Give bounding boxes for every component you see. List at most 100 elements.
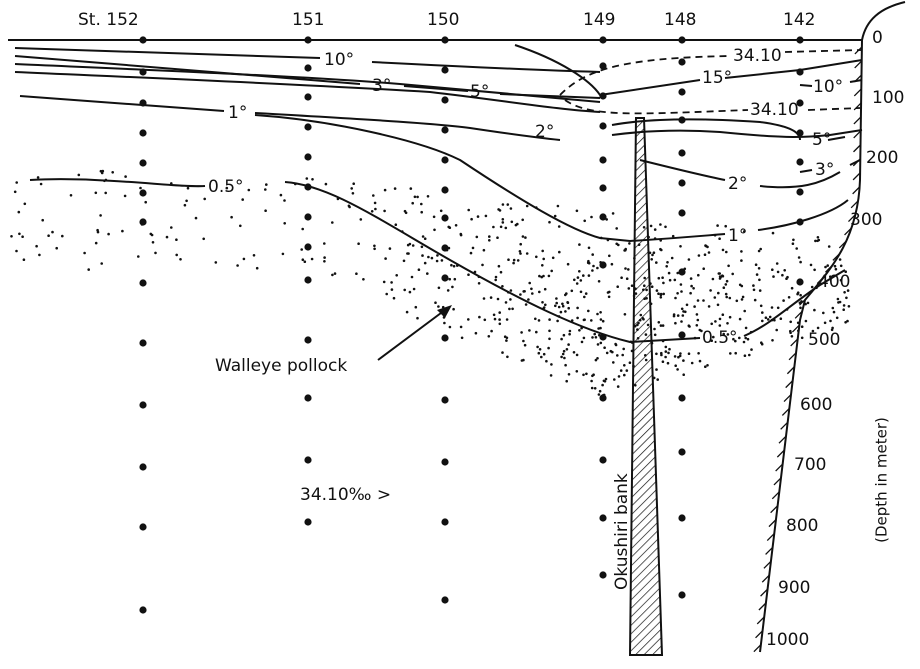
contour-label: 1° [728, 226, 747, 246]
stipple-dot [752, 288, 756, 292]
stipple-dot [505, 339, 508, 342]
arrowhead [437, 305, 452, 318]
sample-point [599, 394, 607, 402]
contour-label: 2° [728, 174, 747, 194]
stipple-dot [426, 195, 430, 198]
contour-label: 2° [535, 122, 554, 142]
hatch-tick [781, 407, 790, 416]
stipple-dot [407, 252, 410, 255]
stipple-dot [553, 214, 557, 218]
stipple-dot [94, 191, 98, 195]
stipple-dot [710, 339, 713, 343]
hatch-tick [844, 227, 852, 236]
stipple-dot [47, 234, 50, 237]
station-label: 151 [292, 10, 324, 30]
stipple-dot [625, 369, 629, 372]
stipple-dot [698, 328, 702, 332]
stipple-dot [742, 340, 746, 344]
stipple-dot [565, 292, 568, 295]
hatch-tick [755, 630, 764, 639]
stipple-dot [596, 312, 599, 316]
stipple-dot [706, 364, 709, 367]
depth-label: 1000 [766, 630, 809, 650]
sample-point [441, 518, 449, 526]
station-label: 148 [664, 10, 696, 30]
sample-point [599, 62, 607, 70]
stipple-dot [837, 301, 840, 304]
stipple-dot [511, 307, 514, 311]
sample-point [678, 514, 686, 522]
stipple-dot [459, 233, 463, 237]
stipple-dot [764, 316, 768, 320]
stipple-dot [414, 305, 418, 309]
stipple-dot [576, 316, 579, 320]
stipple-dot [554, 304, 557, 308]
stipple-dot [494, 275, 498, 279]
stipple-dot [94, 241, 98, 245]
contour-label: 3° [372, 76, 391, 96]
stipple-dot [481, 263, 484, 267]
stipple-dot [265, 183, 268, 186]
stipple-dot [770, 306, 774, 309]
stipple-dot [722, 286, 726, 290]
stipple-dot [662, 281, 665, 285]
stipple-dot [593, 387, 597, 390]
stipple-dot [717, 291, 720, 295]
stipple-dot [599, 326, 602, 330]
stipple-dot [36, 176, 40, 179]
hatch-tick [850, 200, 859, 209]
stipple-dot [795, 247, 798, 250]
stipple-dot [596, 266, 599, 270]
stipple-dot [744, 326, 748, 330]
stipple-dot [473, 270, 477, 274]
stipple-dot [616, 285, 619, 289]
stipple-dot [506, 203, 510, 206]
stipple-dot [185, 199, 188, 203]
stipple-dot [602, 379, 606, 383]
stipple-dot [750, 348, 753, 351]
sample-point [139, 159, 147, 167]
sample-point [304, 213, 312, 221]
stipple-dot [695, 324, 699, 327]
stipple-dot [718, 275, 722, 278]
stipple-dot [452, 264, 456, 268]
stipple-dot [732, 337, 735, 341]
stipple-dot [674, 321, 677, 325]
stipple-dot [721, 274, 725, 278]
stipple-dot [477, 282, 481, 285]
stipple-dot [757, 267, 761, 270]
stipple-dot [370, 210, 374, 213]
stipple-dot [628, 242, 631, 245]
stipple-dot [531, 292, 534, 295]
stipple-dot [591, 269, 594, 272]
sample-point [441, 214, 449, 222]
salinity-contour [559, 49, 863, 96]
stipple-dot [650, 285, 654, 289]
stipple-dot [597, 393, 601, 396]
stipple-dot [255, 266, 259, 270]
stipple-dot [537, 319, 541, 322]
stipple-dot [561, 302, 564, 306]
stipple-dot [510, 220, 514, 224]
stipple-dot [310, 257, 314, 261]
stipple-dot [680, 320, 683, 323]
stipple-dot [519, 293, 522, 296]
contour-label: 10° [813, 77, 843, 97]
stipple-dot [487, 335, 491, 338]
stipple-dot [726, 333, 730, 336]
stipple-dot [729, 352, 732, 355]
hatch-tick [768, 519, 777, 528]
station-label: 149 [583, 10, 615, 30]
stipple-dot [598, 389, 602, 393]
stipple-dot [775, 262, 779, 265]
stipple-dot [655, 368, 658, 371]
stipple-dot [448, 277, 452, 281]
stipple-dot [373, 201, 377, 205]
stipple-dot [507, 258, 510, 262]
stipple-dot [520, 331, 523, 334]
stipple-dot [759, 304, 763, 308]
stipple-dot [623, 313, 627, 316]
stipple-dot [432, 215, 436, 219]
stipple-dot [579, 290, 583, 294]
stipple-dot [661, 276, 664, 280]
